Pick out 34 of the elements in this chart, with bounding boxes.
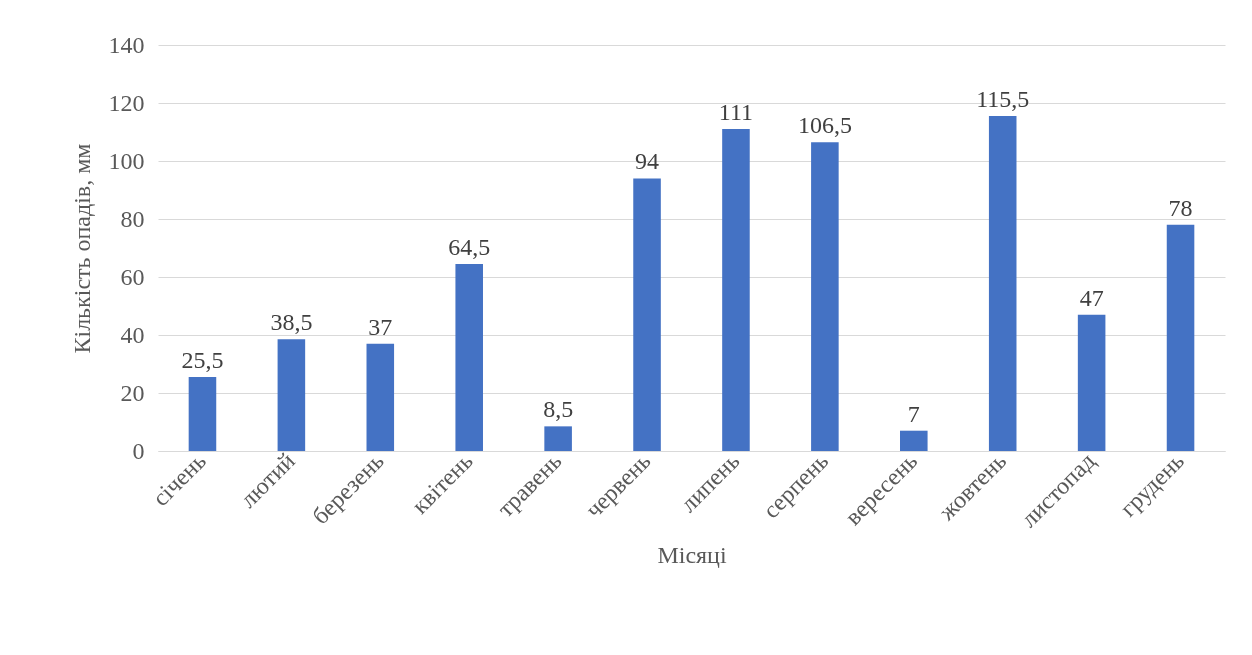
y-tick-label: 140 <box>108 31 145 58</box>
bar <box>900 430 928 451</box>
data-label: 94 <box>635 148 660 175</box>
data-label: 78 <box>1168 194 1193 221</box>
bar <box>988 116 1017 451</box>
y-tick-label: 100 <box>108 147 145 174</box>
data-label: 47 <box>1079 284 1104 311</box>
bar <box>722 129 750 451</box>
bar <box>544 426 572 451</box>
y-tick-label: 60 <box>120 263 145 290</box>
y-tick-label: 40 <box>120 321 145 348</box>
y-tick-label: 120 <box>108 89 145 116</box>
bar <box>811 142 839 451</box>
bar <box>1077 314 1106 451</box>
data-label: 25,5 <box>181 347 224 374</box>
bar <box>366 343 395 451</box>
bar <box>277 339 306 451</box>
x-axis-title: Місяці <box>657 541 727 568</box>
bar <box>1166 224 1195 451</box>
bar <box>188 377 217 451</box>
y-tick-label: 20 <box>120 379 145 406</box>
y-tick-label: 0 <box>132 437 145 464</box>
data-label: 106,5 <box>797 112 852 139</box>
data-label: 64,5 <box>448 233 491 260</box>
data-label: 7 <box>907 400 920 427</box>
data-label: 38,5 <box>270 309 313 336</box>
data-label: 111 <box>718 99 754 126</box>
data-label: 37 <box>368 313 393 340</box>
y-tick-label: 80 <box>120 205 145 232</box>
bar <box>455 263 483 451</box>
y-axis-title: Кількість опадів, мм <box>68 143 95 354</box>
bar <box>633 178 661 451</box>
data-label: 8,5 <box>543 396 574 423</box>
data-label: 115,5 <box>976 86 1030 113</box>
